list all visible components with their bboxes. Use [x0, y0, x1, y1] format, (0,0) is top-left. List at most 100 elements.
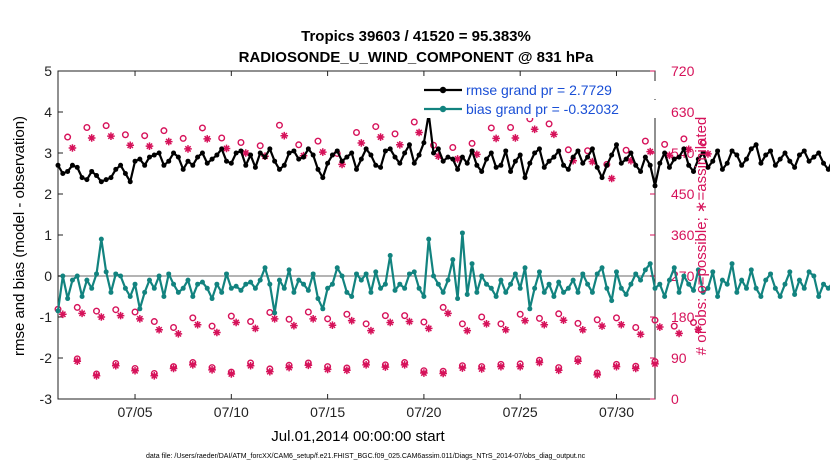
bias-point [575, 289, 581, 295]
rmse-point [474, 162, 480, 168]
rmse-point [440, 158, 446, 164]
obs-assimilated-point [309, 315, 317, 323]
rmse-point [146, 154, 152, 160]
bias-point [719, 277, 725, 283]
rmse-point [406, 142, 412, 148]
obs-assimilated-point [598, 322, 606, 330]
obs-possible-point [160, 127, 168, 135]
bias-point [743, 285, 749, 291]
rmse-point [666, 164, 672, 170]
obs-assimilated-point [439, 369, 447, 378]
bias-point [816, 294, 822, 299]
bias-point [580, 271, 586, 277]
bias-point [435, 281, 441, 287]
x-tick-label: 07/10 [214, 404, 249, 420]
rmse-point [589, 146, 595, 152]
obs-assimilated-point [473, 150, 481, 159]
bias-point [753, 285, 759, 291]
rmse-point [368, 152, 374, 158]
rmse-point [806, 158, 812, 164]
series-obs_possible [54, 115, 707, 331]
obs-assimilated-point [357, 139, 366, 147]
rmse-point [748, 146, 754, 152]
bias-point [763, 277, 769, 283]
bias-point [238, 287, 244, 293]
obs-assimilated-point [477, 365, 486, 373]
rmse-point [768, 148, 774, 154]
rmse-point [416, 152, 422, 158]
rmse-point [801, 148, 807, 154]
obs-assimilated-point [59, 310, 67, 319]
obs-assimilated-point [318, 148, 327, 156]
rmse-point [171, 150, 177, 156]
rmse-point [604, 162, 610, 168]
rmse-point [387, 146, 393, 152]
rmse-point [638, 168, 644, 174]
rmse-point [175, 154, 181, 160]
obs-assimilated-point [343, 366, 351, 375]
bias-point [354, 271, 359, 277]
rmse-line [57, 112, 830, 187]
bias-point [676, 289, 682, 295]
bias-point [821, 281, 827, 287]
rmse-point [209, 156, 215, 162]
obs-possible-point [555, 310, 563, 318]
bias-point [474, 289, 480, 295]
obs-assimilated-point [241, 149, 250, 157]
bias-point [585, 281, 591, 287]
obs-possible-point [391, 130, 399, 138]
bias-point [195, 281, 201, 287]
bias-point [782, 281, 788, 287]
rmse-point [483, 156, 489, 162]
obs-assimilated-point [684, 145, 693, 154]
obs-assimilated-point [323, 365, 332, 374]
rmse-point [127, 179, 133, 185]
obs-possible-point [449, 144, 457, 152]
obs-assimilated-point [208, 366, 216, 374]
bias-point [532, 285, 538, 291]
bias-point [262, 265, 268, 271]
rmse-point [373, 162, 379, 168]
obs-assimilated-point [675, 329, 683, 338]
bias-point [633, 271, 639, 277]
legend-bg [424, 81, 656, 99]
rmse-point [821, 160, 827, 166]
bias-point [546, 281, 552, 287]
rmse-point [686, 162, 692, 168]
x-tick-label: 07/20 [406, 404, 441, 420]
y-tick-label-left: 1 [44, 227, 52, 243]
obs-assimilated-point [304, 361, 313, 370]
rmse-point [281, 162, 287, 168]
chart-title-line2: RADIOSONDE_U_WIND_COMPONENT @ 831 hPa [239, 49, 594, 66]
obs-assimilated-point [530, 125, 539, 134]
rmse-point [334, 148, 340, 154]
series-bias [55, 230, 830, 316]
obs-assimilated-point [540, 320, 549, 329]
obs-possible-point [102, 122, 110, 130]
rmse-point [792, 164, 798, 170]
obs-possible-point [651, 316, 659, 324]
obs-assimilated-point [78, 309, 86, 318]
rmse-point [517, 152, 523, 158]
bias-point [464, 291, 470, 297]
legend-bg [424, 100, 656, 118]
obs-possible-point [64, 133, 72, 141]
obs-assimilated-point [420, 369, 428, 377]
bias-point [89, 285, 95, 291]
rmse-point [291, 148, 297, 154]
bias-point [363, 271, 369, 277]
obs-assimilated-point [280, 131, 289, 140]
rmse-point [724, 160, 730, 166]
obs-assimilated-point [569, 156, 577, 165]
obs-possible-point [670, 322, 678, 330]
rmse-point [570, 154, 576, 160]
bias-point [483, 281, 489, 287]
rmse-point [69, 162, 75, 168]
bias-point [695, 267, 701, 273]
obs-assimilated-point [68, 144, 77, 152]
legend: rmse grand pr = 2.7729 bias grand pr = -0… [424, 81, 656, 118]
obs-possible-point [227, 312, 235, 320]
rmse-point [455, 166, 461, 172]
bias-point [705, 285, 711, 291]
rmse-point [431, 150, 437, 156]
